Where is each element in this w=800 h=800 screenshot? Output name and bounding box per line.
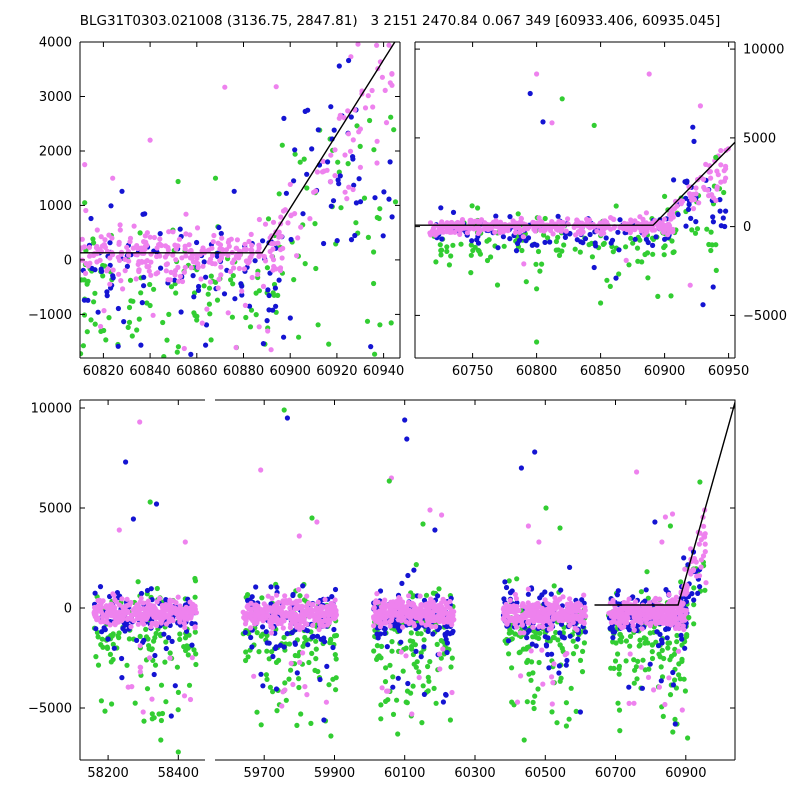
x-tick-label: 60900 xyxy=(270,364,311,379)
y-tick-label: −5000 xyxy=(743,309,787,324)
y-tick-label: −1000 xyxy=(28,308,72,323)
scatter-points xyxy=(91,419,199,755)
scatter-points xyxy=(240,407,709,743)
x-tick-label: 60850 xyxy=(580,364,621,379)
x-tick-label: 60750 xyxy=(452,364,493,379)
y-tick-label: 10000 xyxy=(743,43,784,58)
model-line xyxy=(594,399,736,606)
panel-top-right: 60750 60800 60850 60900 60950 10000 5000 0 −5000 xyxy=(414,41,787,379)
x-tick-label: 58200 xyxy=(87,766,128,781)
x-tick-label: 60860 xyxy=(176,364,217,379)
y-tick-label: 2000 xyxy=(39,145,72,160)
y-tick-label: 0 xyxy=(64,602,72,617)
x-tick-label: 60500 xyxy=(525,766,566,781)
x-tick-label: 60820 xyxy=(83,364,124,379)
y-tick-label: 1000 xyxy=(39,199,72,214)
x-tick-label: 60900 xyxy=(644,364,685,379)
x-tick-label: 60920 xyxy=(316,364,357,379)
scatter-points xyxy=(427,71,731,345)
y-tick-label: 0 xyxy=(743,220,751,235)
x-tick-label: 60900 xyxy=(665,766,706,781)
y-tick-label: 10000 xyxy=(31,402,72,417)
x-tick-label: 60840 xyxy=(129,364,170,379)
x-tick-label: 60800 xyxy=(516,364,557,379)
figure-title: BLG31T0303.021008 (3136.75, 2847.81) 3 2… xyxy=(79,13,721,29)
x-tick-label: 59900 xyxy=(314,766,355,781)
x-tick-label: 58400 xyxy=(158,766,199,781)
x-tick-label: 60100 xyxy=(384,766,425,781)
panel-bottom-right-segment: 59700 59900 60100 60300 60500 60700 60900 xyxy=(215,399,736,781)
y-tick-label: 4000 xyxy=(39,36,72,51)
y-tick-label: 3000 xyxy=(39,90,72,105)
x-tick-label: 60950 xyxy=(708,364,749,379)
model-line xyxy=(80,41,396,254)
x-tick-label: 60940 xyxy=(363,364,404,379)
panel-top-left: 60820 60840 60860 60880 60900 60920 60940 4000 3… xyxy=(28,36,404,380)
panel-bottom-left-segment: 58200 58400 10000 5000 0 −5000 xyxy=(28,399,205,781)
x-tick-label: 59700 xyxy=(244,766,285,781)
y-tick-label: 0 xyxy=(64,253,72,268)
y-tick-label: −5000 xyxy=(28,702,72,717)
x-tick-label: 60700 xyxy=(595,766,636,781)
x-tick-label: 60300 xyxy=(454,766,495,781)
x-tick-label: 60880 xyxy=(223,364,264,379)
model-line xyxy=(415,141,736,226)
scatter-points xyxy=(79,41,399,359)
y-tick-label: 5000 xyxy=(743,131,776,146)
y-tick-label: 5000 xyxy=(39,502,72,517)
